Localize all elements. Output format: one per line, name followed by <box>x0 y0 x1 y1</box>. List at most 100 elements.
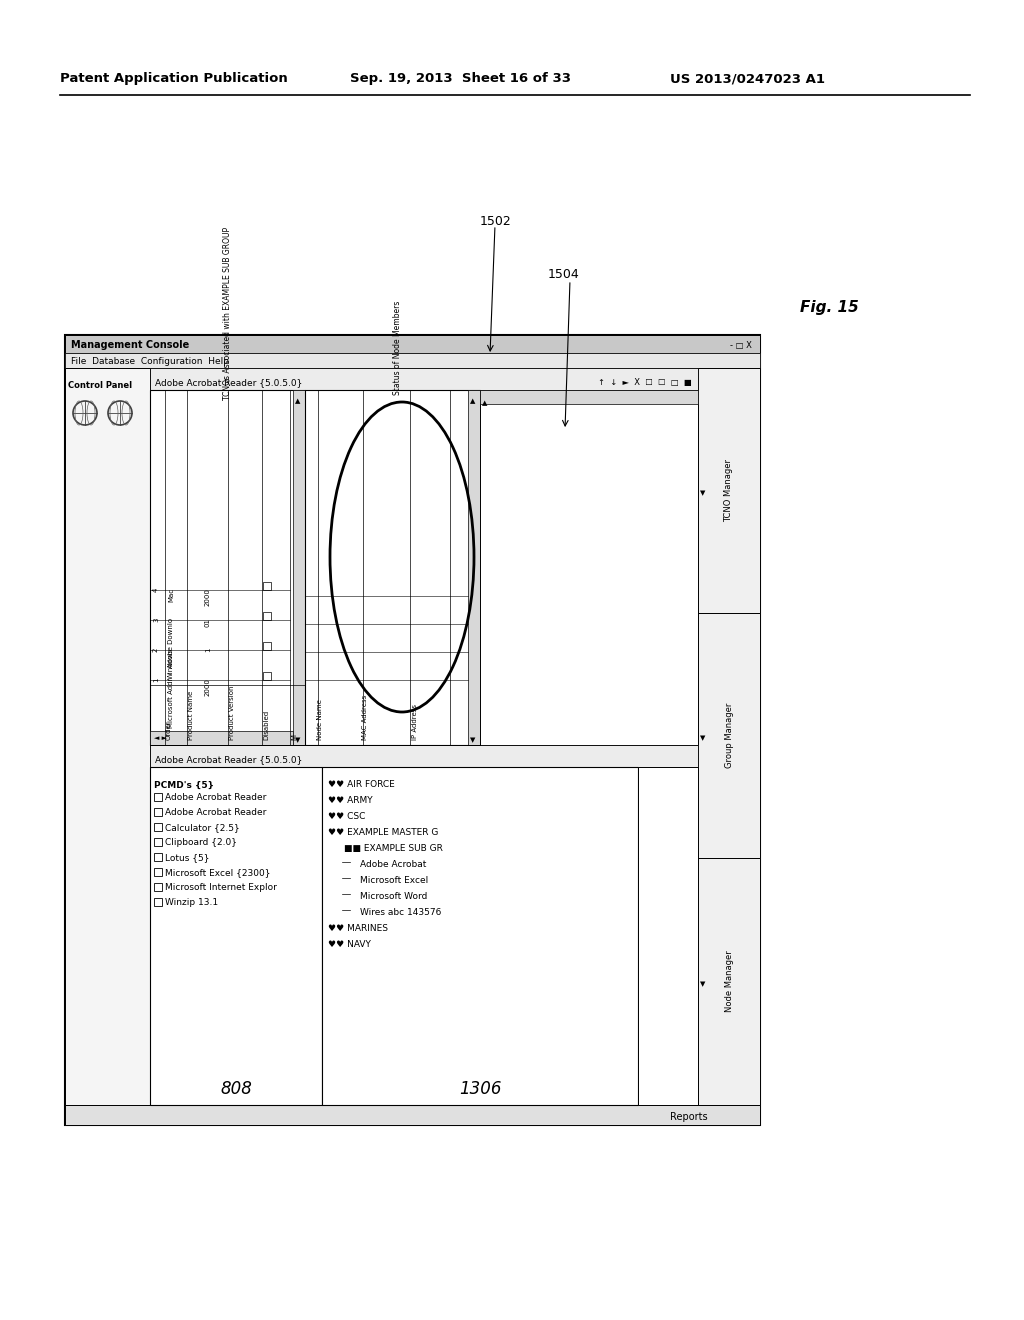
Bar <box>480 389 698 744</box>
Bar <box>263 672 271 680</box>
Bar <box>150 744 698 767</box>
Text: Disabled: Disabled <box>263 710 269 741</box>
Text: Adobe Downlo: Adobe Downlo <box>168 618 174 668</box>
Text: 1: 1 <box>153 678 159 682</box>
Text: Windows: Windows <box>168 648 174 680</box>
Text: Microsoft Excel {2300}: Microsoft Excel {2300} <box>165 869 270 876</box>
Text: Status of Node Members: Status of Node Members <box>392 301 401 395</box>
Text: ■■ EXAMPLE SUB GR: ■■ EXAMPLE SUB GR <box>344 843 442 853</box>
Text: Microsoft Addr: Microsoft Addr <box>168 678 174 729</box>
Text: 1502: 1502 <box>480 215 512 228</box>
Bar <box>322 767 638 1105</box>
Text: Winzip 13.1: Winzip 13.1 <box>165 898 218 907</box>
Text: Wires abc 143576: Wires abc 143576 <box>360 908 441 917</box>
Bar <box>154 793 162 801</box>
Text: Adobe Acrobat Reader {5.0.5.0}: Adobe Acrobat Reader {5.0.5.0} <box>155 378 302 387</box>
Text: File  Database  Configuration  Help: File Database Configuration Help <box>71 356 229 366</box>
Text: Group Manager: Group Manager <box>725 702 733 768</box>
Bar <box>65 352 760 368</box>
Bar <box>480 389 698 404</box>
Text: ♥♥ NAVY: ♥♥ NAVY <box>328 940 371 949</box>
Bar <box>293 389 305 744</box>
Text: ▼: ▼ <box>700 735 706 741</box>
Bar <box>154 869 162 876</box>
Text: 1504: 1504 <box>548 268 580 281</box>
Text: Management Console: Management Console <box>71 341 189 350</box>
Text: ▼: ▼ <box>700 981 706 987</box>
Text: 1306: 1306 <box>459 1080 502 1098</box>
Text: Microsoft Word: Microsoft Word <box>360 892 427 902</box>
Text: ♥♥ ARMY: ♥♥ ARMY <box>328 796 373 805</box>
Text: Adobe Acrobat Reader: Adobe Acrobat Reader <box>165 793 266 803</box>
Text: Microsoft Excel: Microsoft Excel <box>360 876 428 884</box>
Text: Fig. 15: Fig. 15 <box>800 300 859 315</box>
Text: MAC Address: MAC Address <box>362 694 368 741</box>
Bar <box>638 767 698 1105</box>
Bar <box>305 389 480 744</box>
Text: Adobe Acrobat: Adobe Acrobat <box>360 861 426 869</box>
Text: 01: 01 <box>205 618 211 627</box>
Bar <box>154 808 162 816</box>
Bar <box>150 368 698 389</box>
Text: ♥♥ CSC: ♥♥ CSC <box>328 812 366 821</box>
Text: Order: Order <box>166 721 172 741</box>
Text: Product Name: Product Name <box>188 690 194 741</box>
Bar <box>154 883 162 891</box>
Text: 1: 1 <box>205 648 211 652</box>
Text: Adobe Acrobat Reader {5.0.5.0}: Adobe Acrobat Reader {5.0.5.0} <box>155 755 302 764</box>
Text: Node Name: Node Name <box>317 700 323 741</box>
Text: Sep. 19, 2013  Sheet 16 of 33: Sep. 19, 2013 Sheet 16 of 33 <box>350 73 571 84</box>
Bar <box>154 898 162 906</box>
Text: ▲: ▲ <box>482 400 487 407</box>
Text: TCNOs Associated with EXAMPLE SUB GROUP: TCNOs Associated with EXAMPLE SUB GROUP <box>222 227 231 400</box>
Text: IP Address: IP Address <box>412 704 418 741</box>
Bar <box>263 582 271 590</box>
Text: 2000: 2000 <box>205 678 211 696</box>
Text: M: M <box>291 734 297 741</box>
Text: 2: 2 <box>153 648 159 652</box>
Text: Lotus {5}: Lotus {5} <box>165 853 210 862</box>
Text: Calculator {2.5}: Calculator {2.5} <box>165 822 240 832</box>
Text: ♥♥ EXAMPLE MASTER G: ♥♥ EXAMPLE MASTER G <box>328 828 438 837</box>
Text: ▼: ▼ <box>295 737 300 743</box>
Bar <box>698 368 760 612</box>
Bar <box>154 822 162 832</box>
Text: ▲: ▲ <box>470 399 475 404</box>
Bar <box>65 335 760 352</box>
Bar <box>65 335 760 1125</box>
Text: Mac: Mac <box>168 587 174 602</box>
Text: US 2013/0247023 A1: US 2013/0247023 A1 <box>670 73 825 84</box>
Text: ▲: ▲ <box>295 399 300 404</box>
Bar <box>150 389 305 744</box>
Text: ♥♥ AIR FORCE: ♥♥ AIR FORCE <box>328 780 394 789</box>
Bar <box>150 731 293 744</box>
Text: - □ X: - □ X <box>730 341 752 350</box>
Bar <box>154 838 162 846</box>
Bar <box>154 853 162 861</box>
Text: ▼: ▼ <box>470 737 475 743</box>
Bar <box>263 612 271 620</box>
Text: 808: 808 <box>220 1080 252 1098</box>
Bar <box>698 858 760 1105</box>
Bar <box>263 642 271 649</box>
Text: Control Panel: Control Panel <box>68 381 132 389</box>
Bar <box>468 389 480 744</box>
Text: Reports: Reports <box>670 1111 708 1122</box>
Text: Adobe Acrobat Reader: Adobe Acrobat Reader <box>165 808 266 817</box>
Bar <box>65 368 150 1105</box>
Text: Product Version: Product Version <box>229 685 234 741</box>
Text: Node Manager: Node Manager <box>725 950 733 1012</box>
Text: ▼: ▼ <box>700 490 706 496</box>
Text: ♥♥ MARINES: ♥♥ MARINES <box>328 924 388 933</box>
Bar <box>150 767 322 1105</box>
Text: 2000: 2000 <box>205 587 211 606</box>
Text: TCNO Manager: TCNO Manager <box>725 458 733 521</box>
Text: Microsoft Internet Explor: Microsoft Internet Explor <box>165 883 276 892</box>
Bar <box>65 1105 760 1125</box>
Text: Clipboard {2.0}: Clipboard {2.0} <box>165 838 237 847</box>
Text: PCMD's {5}: PCMD's {5} <box>154 781 214 789</box>
Bar <box>698 612 760 858</box>
Text: ◄ ►: ◄ ► <box>154 735 167 741</box>
Text: 3: 3 <box>153 618 159 623</box>
Text: ↑  ↓  ►  X  ☐  ☐  □  ■: ↑ ↓ ► X ☐ ☐ □ ■ <box>598 378 692 387</box>
